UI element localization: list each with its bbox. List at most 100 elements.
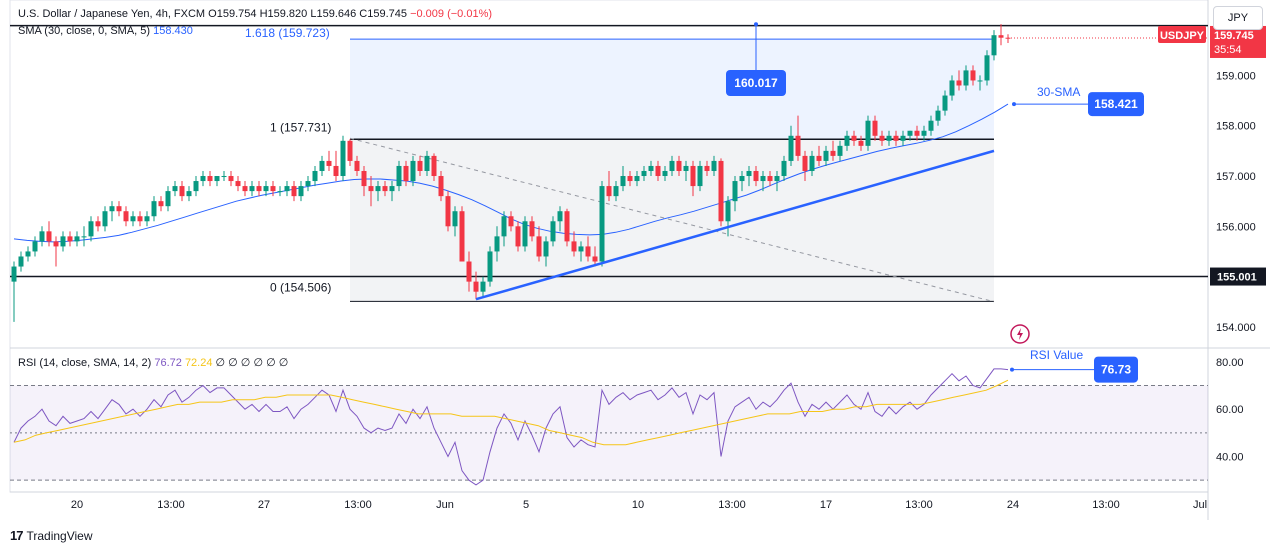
candle-body [550,221,556,242]
candle-body [74,236,80,242]
candle-body [312,170,318,182]
candle-body [802,155,808,171]
high-value: 159.820 [267,8,308,20]
candle-body [403,165,409,182]
candle-body [725,201,731,222]
support-trendline [475,149,995,301]
candle-body [347,140,353,161]
candle-body [242,186,248,192]
candle-body [683,165,689,171]
candle-body [158,201,164,207]
level-155-text: 155.001 [1217,272,1257,284]
candle-body [991,35,997,56]
candle-body [109,206,115,212]
candle-body [130,216,136,222]
time-axis-tick: 13:00 [718,499,746,511]
candle-body [228,176,234,182]
candle-body [893,135,899,141]
candle-body [291,186,297,197]
lightning-bolt-icon [1017,328,1023,340]
rsi-line [13,368,1009,486]
time-axis-tick: Jun [436,499,454,511]
candle-body [634,176,640,182]
candle-body [39,231,45,242]
candle-body [536,236,542,257]
rsi-legend-extras: ∅ ∅ ∅ ∅ ∅ ∅ [215,357,289,369]
candle-body [837,145,843,156]
time-axis-tick: 27 [258,499,270,511]
candle-body [193,181,199,192]
open-label: O [208,8,217,20]
rsi-band-bg [10,385,1208,481]
candle-body [739,176,745,182]
price-axis-tick: 154.000 [1216,322,1256,334]
candle-body [711,160,717,171]
fib-zone-upper [350,39,994,140]
candle-body [998,35,1004,38]
time-axis-tick: 13:00 [344,499,372,511]
symbol-title: U.S. Dollar / Japanese Yen, 4h, FXCM [18,8,206,20]
candle-body [473,281,479,292]
candle-body [879,135,885,141]
candle-body [382,186,388,192]
candle-body [970,70,976,81]
rsi-axis-tick: 80.00 [1216,357,1244,369]
candle-body [487,251,493,282]
candle-body [452,211,458,227]
rsi-axis-tick: 40.00 [1216,452,1244,464]
candle-body [844,135,850,146]
candle-body [361,170,367,187]
candle-body [907,130,913,136]
candle-body [494,236,500,252]
candle-body [389,186,395,192]
candle-body [95,221,101,227]
level-155-tag [1210,267,1266,286]
candle-body [809,155,815,171]
candle-body [774,176,780,182]
candle-body [18,256,24,267]
candle-body [543,241,549,257]
countdown-text: 35:54 [1214,44,1242,56]
currency-button[interactable]: JPY [1213,6,1263,30]
annotation-box [726,70,786,96]
candle-body [830,150,836,156]
candle-body [396,165,402,187]
candle-body [459,211,465,262]
candle-body [88,221,94,237]
candle-body [501,216,507,237]
sma-callout-box [1088,92,1144,117]
candle-body [368,186,374,192]
fib-label-0: 0 (154.506) [270,280,331,294]
candle-body [746,170,752,177]
candle-body [256,186,262,192]
candle-body [704,165,710,171]
candle-body [977,80,983,82]
candle-body [32,241,38,252]
candle-body [200,176,206,182]
candle-body [221,176,227,178]
time-axis-tick: 17 [820,499,832,511]
candle-body [529,221,535,237]
candle-body [676,160,682,171]
candle-body [781,160,787,177]
fib-label-1: 1 (157.731) [270,120,331,134]
rsi-callout-title: RSI Value [1030,348,1083,362]
candle-body [445,196,451,227]
candle-body [165,191,171,207]
symbol-tag-text: USDJPY [1160,30,1205,42]
candle-body [438,176,444,197]
tradingview-name: TradingView [26,528,93,543]
rsi-callout-value: 76.73 [1101,363,1131,377]
candle-body [900,135,906,141]
candle-body [424,155,430,171]
dashed-trendline [349,137,995,303]
low-label: L [310,8,317,20]
time-axis-tick: 5 [523,499,529,511]
candle-body [592,256,598,262]
candle-body [123,211,129,222]
candle-body [627,176,633,182]
candle-body [662,170,668,177]
candle-body [298,186,304,197]
candle-body [60,236,66,247]
